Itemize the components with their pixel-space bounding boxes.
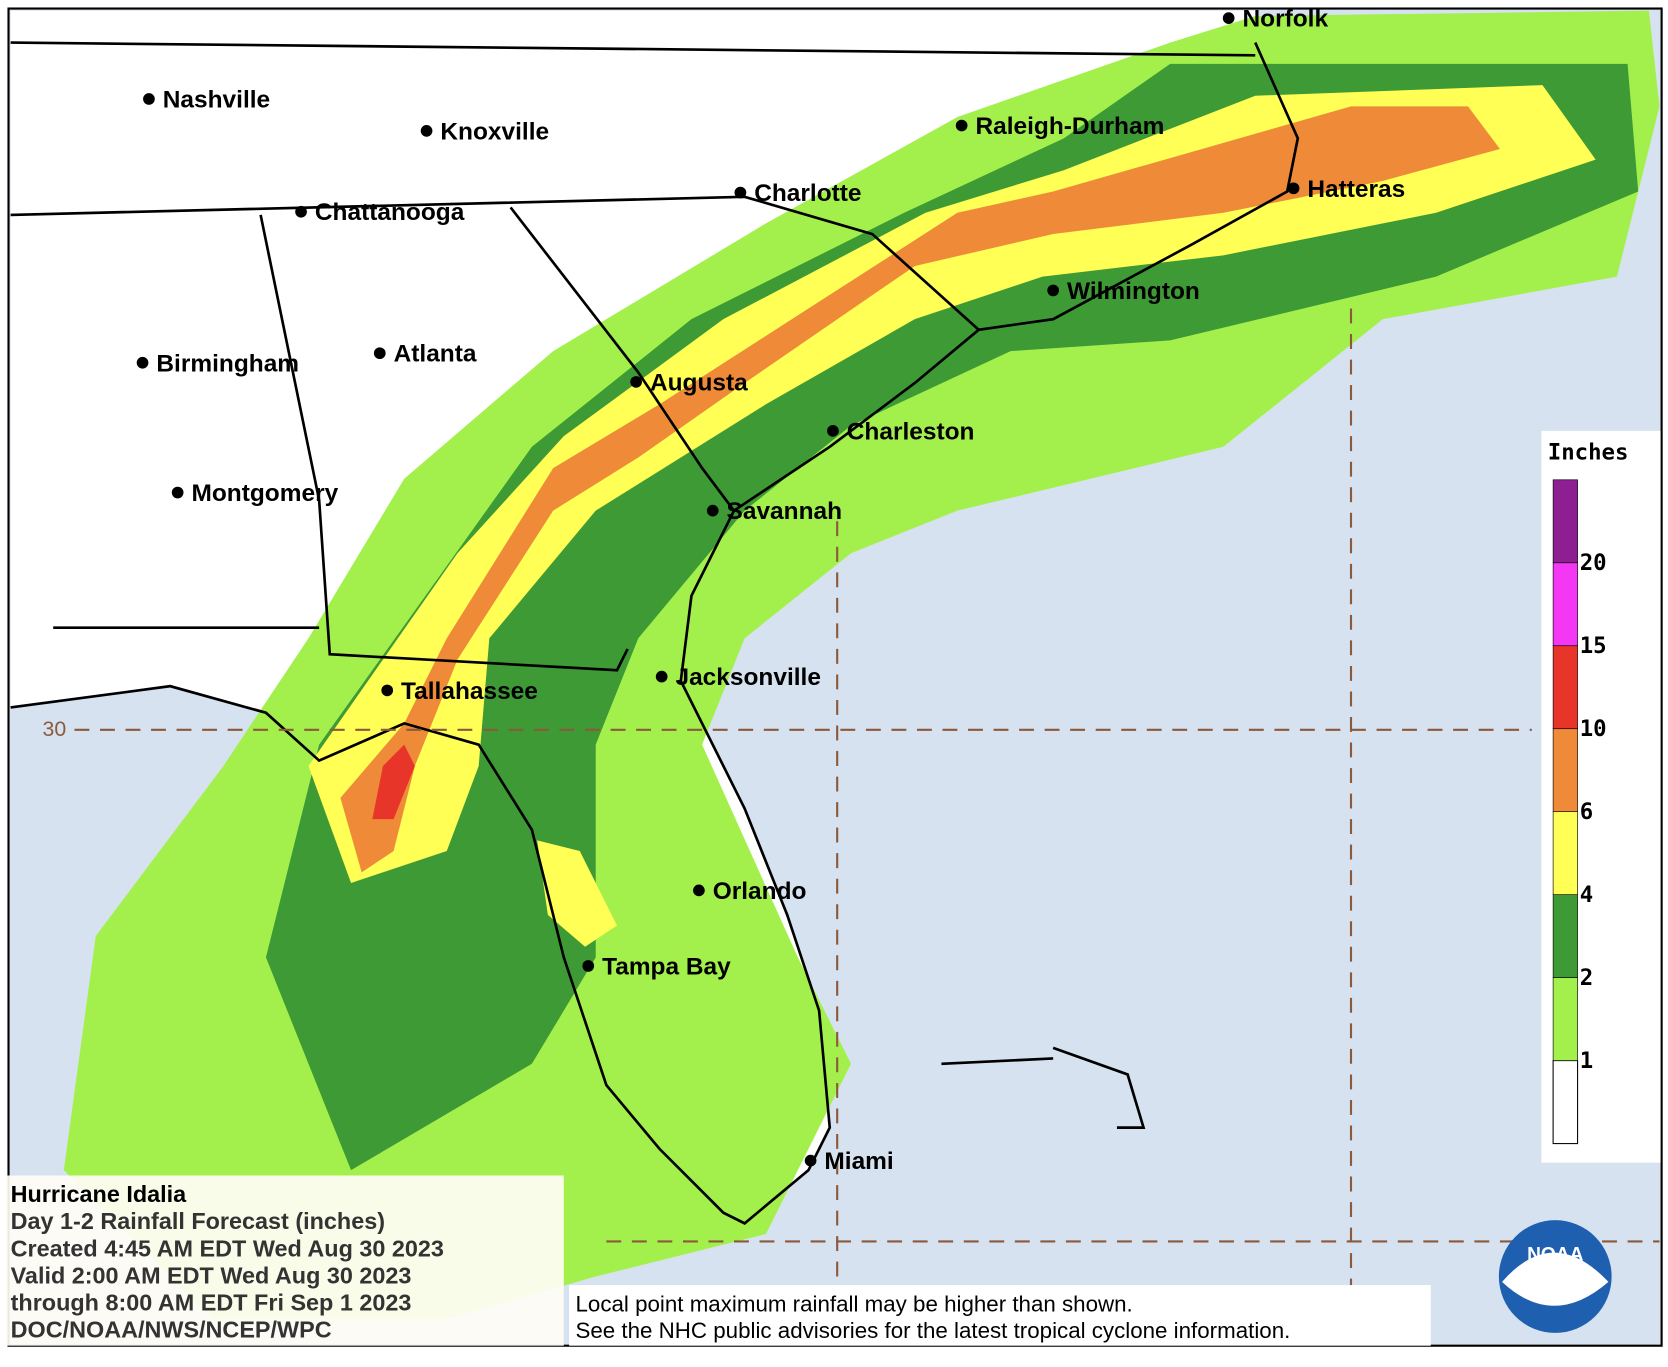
island bbox=[941, 1046, 1146, 1129]
city-label: Savannah bbox=[727, 498, 843, 525]
legend-swatch bbox=[1552, 977, 1578, 1061]
cities: Norfolk Nashville Knoxville Raleigh-Durham C… bbox=[136, 6, 1405, 1175]
legend-swatch bbox=[1552, 1060, 1579, 1145]
disclaimer: Local point maximum rainfall may be high… bbox=[576, 1292, 1291, 1344]
legend-label: 4 bbox=[1580, 882, 1593, 908]
city-label: Tallahassee bbox=[401, 678, 538, 705]
city-label: Knoxville bbox=[440, 118, 549, 145]
info-line: Hurricane Idalia bbox=[11, 1181, 187, 1207]
city-label: Birmingham bbox=[156, 350, 299, 377]
noaa-logo: NOAA bbox=[1498, 1220, 1612, 1333]
rain-band bbox=[340, 106, 1500, 873]
disclaimer-line: Local point maximum rainfall may be high… bbox=[576, 1292, 1133, 1317]
rain-band bbox=[308, 85, 1596, 947]
state-line bbox=[10, 41, 1256, 57]
city-label: Wilmington bbox=[1067, 278, 1200, 305]
legend-label: 1 bbox=[1580, 1048, 1593, 1074]
latitude-label: 30 bbox=[43, 717, 67, 741]
state-line bbox=[259, 214, 629, 672]
city-label: Hatteras bbox=[1307, 176, 1405, 203]
city-dot bbox=[582, 960, 595, 972]
info-box bbox=[5, 1175, 564, 1346]
city-label: Charlotte bbox=[754, 180, 861, 207]
info-line: through 8:00 AM EDT Fri Sep 1 2023 bbox=[11, 1290, 412, 1316]
info-line: Created 4:45 AM EDT Wed Aug 30 2023 bbox=[11, 1235, 444, 1261]
state-line bbox=[509, 206, 736, 512]
city-dot bbox=[693, 884, 705, 897]
city-dot bbox=[1287, 182, 1300, 195]
city-dot bbox=[171, 486, 184, 499]
state-line bbox=[10, 195, 980, 331]
city-label: Orlando bbox=[713, 878, 807, 905]
info-line: Valid 2:00 AM EDT Wed Aug 30 2023 bbox=[11, 1262, 412, 1288]
graticule bbox=[74, 308, 1660, 1346]
city-label: Jacksonville bbox=[675, 664, 820, 691]
legend-title: Inches bbox=[1548, 440, 1629, 466]
logo-text: NOAA bbox=[1527, 1245, 1583, 1266]
legend-label: 20 bbox=[1580, 550, 1607, 576]
info-line: DOC/NOAA/NWS/NCEP/WPC bbox=[11, 1317, 332, 1343]
disclaimer-line: See the NHC public advisories for the la… bbox=[576, 1318, 1291, 1343]
legend-label: 10 bbox=[1580, 716, 1607, 742]
legend-bar: 1 2 4 6 10 15 20 bbox=[1552, 479, 1607, 1145]
legend-swatch bbox=[1552, 562, 1578, 647]
city-dot bbox=[295, 205, 307, 218]
legend: Inches 1 2 4 6 10 15 20 bbox=[1541, 430, 1661, 1163]
city-label: Atlanta bbox=[394, 341, 477, 368]
city-label: Nashville bbox=[163, 86, 270, 113]
city-dot bbox=[381, 684, 394, 697]
legend-label: 2 bbox=[1580, 965, 1593, 991]
city-dot bbox=[655, 670, 668, 683]
city-label: Norfolk bbox=[1242, 6, 1328, 33]
city-dot bbox=[734, 186, 747, 199]
city-dot bbox=[1222, 12, 1235, 24]
rain-band bbox=[372, 744, 415, 820]
city-dot bbox=[827, 425, 839, 437]
city-label: Tampa Bay bbox=[602, 953, 731, 980]
city-dot bbox=[706, 504, 719, 517]
city-dot bbox=[136, 356, 149, 369]
city-dot bbox=[420, 125, 433, 137]
info-line: Day 1-2 Rainfall Forecast (inches) bbox=[11, 1208, 385, 1234]
city-label: Montgomery bbox=[191, 480, 338, 507]
city-label: Miami bbox=[824, 1148, 893, 1175]
city-label: Augusta bbox=[650, 369, 748, 396]
city-dot bbox=[143, 93, 155, 105]
coastline bbox=[10, 42, 1300, 1225]
city-dot bbox=[955, 119, 968, 132]
legend-swatch bbox=[1552, 645, 1578, 730]
city-dot bbox=[373, 347, 386, 360]
city-label: Chattanooga bbox=[315, 199, 465, 226]
legend-swatch bbox=[1552, 479, 1578, 564]
legend-swatch bbox=[1552, 811, 1578, 895]
logo-gull bbox=[1502, 1252, 1609, 1306]
city-dot bbox=[1047, 284, 1059, 297]
city-label: Charleston bbox=[847, 418, 975, 445]
legend-label: 6 bbox=[1580, 799, 1593, 825]
legend-swatch bbox=[1552, 894, 1578, 978]
city-label: Raleigh-Durham bbox=[975, 113, 1164, 140]
legend-swatch bbox=[1552, 728, 1578, 813]
city-dot bbox=[630, 376, 642, 388]
disclaimer-box bbox=[569, 1285, 1431, 1346]
legend-label: 15 bbox=[1580, 633, 1607, 659]
rain-bands bbox=[63, 10, 1660, 1320]
boundaries bbox=[10, 41, 1300, 1225]
city-dot bbox=[804, 1154, 817, 1167]
